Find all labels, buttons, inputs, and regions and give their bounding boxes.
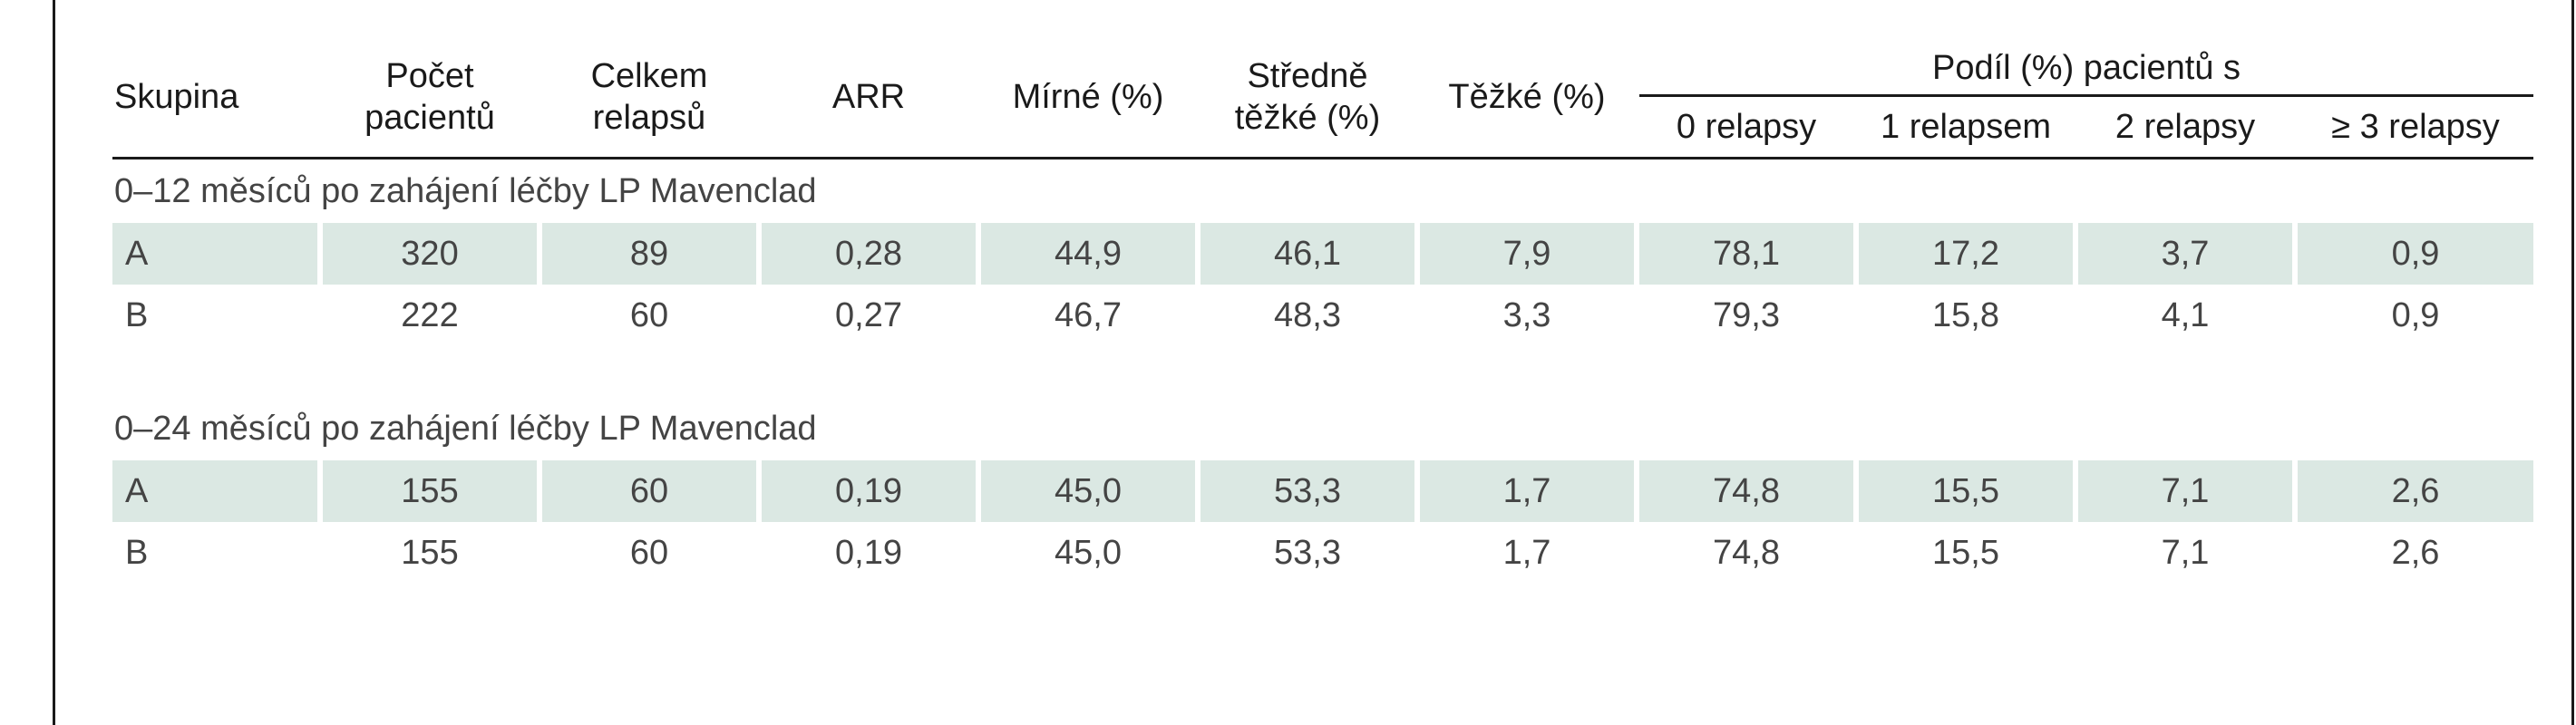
cell-tezke: 1,7	[1420, 460, 1634, 522]
header-stredne-line1: Středně	[1247, 56, 1368, 95]
header-podil-group: Podíl (%) pacientů s	[1639, 36, 2533, 97]
cell-pocet: 155	[401, 533, 459, 572]
cell-arr: 0,27	[835, 295, 902, 334]
header-rel0: 0 relapsy	[1676, 108, 1817, 146]
table-header: Skupina Počet pacientů Celkem relapsů ARR …	[112, 36, 2533, 157]
cell-rel2: 3,7	[2078, 223, 2292, 285]
relapse-table-container: Skupina Počet pacientů Celkem relapsů ARR …	[107, 36, 2533, 584]
table-frame	[53, 0, 2574, 725]
cell-celkem: 89	[542, 223, 756, 285]
cell-stredne: 46,1	[1201, 223, 1414, 285]
cell-mirne: 45,0	[1055, 533, 1122, 572]
section-title: 0–24 měsíců po zahájení léčby LP Mavencl…	[114, 409, 817, 448]
cell-pocet: 320	[323, 223, 537, 285]
header-celkem-line1: Celkem	[590, 56, 708, 95]
cell-pocet: 155	[323, 460, 537, 522]
cell-rel1: 15,5	[1932, 533, 1999, 572]
cell-rel2: 4,1	[2161, 295, 2210, 334]
cell-rel0: 74,8	[1639, 460, 1853, 522]
header-rel1: 1 relapsem	[1881, 108, 2051, 146]
header-celkem-line2: relapsů	[592, 98, 706, 137]
cell-rel1: 17,2	[1859, 223, 2073, 285]
cell-mirne: 44,9	[981, 223, 1195, 285]
header-mirne: Mírné (%)	[1012, 77, 1164, 116]
cell-arr: 0,19	[835, 533, 902, 572]
header-arr: ARR	[831, 77, 906, 116]
header-rel3: ≥ 3 relapsy	[2331, 108, 2500, 146]
cell-mirne: 46,7	[1055, 295, 1122, 334]
cell-rel3: 2,6	[2298, 460, 2533, 522]
section-spacer	[112, 346, 2533, 397]
cell-stredne: 53,3	[1274, 533, 1341, 572]
cell-group: A	[112, 223, 317, 285]
cell-group: B	[125, 295, 149, 334]
cell-rel2: 7,1	[2078, 460, 2292, 522]
cell-arr: 0,19	[762, 460, 976, 522]
cell-stredne: 53,3	[1201, 460, 1414, 522]
cell-tezke: 7,9	[1420, 223, 1634, 285]
header-pocet: Počet pacientů	[323, 36, 537, 157]
section-title: 0–12 měsíců po zahájení léčby LP Mavencl…	[114, 171, 817, 210]
table-row: B 222 60 0,27 46,7 48,3 3,3 79,3 15,8 4,…	[112, 285, 2533, 346]
cell-arr: 0,28	[762, 223, 976, 285]
cell-rel3: 0,9	[2391, 295, 2440, 334]
table-row: B 155 60 0,19 45,0 53,3 1,7 74,8 15,5 7,…	[112, 522, 2533, 584]
section-title-row: 0–24 měsíců po zahájení léčby LP Mavencl…	[112, 397, 2533, 460]
cell-rel3: 0,9	[2298, 223, 2533, 285]
header-pocet-line2: pacientů	[365, 98, 495, 137]
cell-celkem: 60	[629, 295, 669, 334]
relapse-table: Skupina Počet pacientů Celkem relapsů ARR …	[107, 36, 2539, 584]
cell-pocet: 222	[401, 295, 459, 334]
cell-rel1: 15,8	[1932, 295, 1999, 334]
header-pocet-line1: Počet	[385, 56, 474, 95]
table-row: A 320 89 0,28 44,9 46,1 7,9 78,1 17,2 3,…	[112, 223, 2533, 285]
table-body: 0–12 měsíců po zahájení léčby LP Mavencl…	[112, 157, 2533, 584]
cell-group: A	[112, 460, 317, 522]
header-rule	[112, 157, 2533, 160]
cell-rel2: 7,1	[2161, 533, 2210, 572]
cell-rel0: 74,8	[1713, 533, 1780, 572]
header-skupina: Skupina	[114, 77, 239, 116]
cell-stredne: 48,3	[1274, 295, 1341, 334]
header-stredne: Středně těžké (%)	[1201, 36, 1414, 157]
cell-rel3: 2,6	[2391, 533, 2440, 572]
table-row: A 155 60 0,19 45,0 53,3 1,7 74,8 15,5 7,…	[112, 460, 2533, 522]
cell-rel0: 78,1	[1639, 223, 1853, 285]
cell-tezke: 3,3	[1502, 295, 1551, 334]
header-tezke: Těžké (%)	[1448, 77, 1606, 116]
cell-rel1: 15,5	[1859, 460, 2073, 522]
cell-celkem: 60	[542, 460, 756, 522]
header-celkem: Celkem relapsů	[542, 36, 756, 157]
cell-group: B	[125, 533, 149, 572]
section-title-row: 0–12 měsíců po zahájení léčby LP Mavencl…	[112, 160, 2533, 223]
cell-celkem: 60	[629, 533, 669, 572]
cell-mirne: 45,0	[981, 460, 1195, 522]
header-stredne-line2: těžké (%)	[1234, 98, 1381, 137]
cell-rel0: 79,3	[1713, 295, 1780, 334]
cell-tezke: 1,7	[1502, 533, 1551, 572]
header-rel2: 2 relapsy	[2114, 108, 2256, 146]
